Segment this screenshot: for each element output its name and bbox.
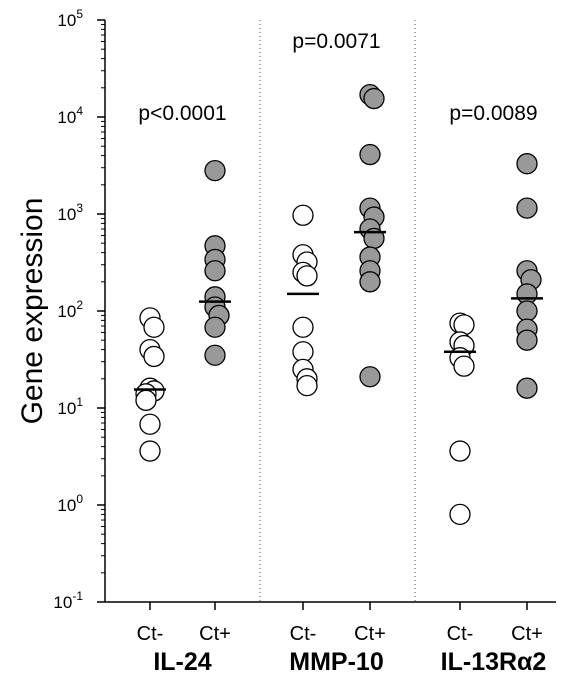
filled-data-point <box>516 300 538 322</box>
p-value-label: p=0.0071 <box>292 30 380 53</box>
y-tick-label: 103 <box>57 201 83 224</box>
gene-label: MMP-10 <box>289 648 383 676</box>
p-value-label: p=0.0089 <box>449 102 537 125</box>
labels: Gene expression p<0.0001 IL-24 Ct- Ct+ p=0.00… <box>16 30 546 676</box>
open-data-point <box>143 345 165 368</box>
filled-data-point <box>363 87 385 110</box>
y-ticks: 105 104 103 102 101 100 10-1 <box>53 7 105 612</box>
y-tick-label: 102 <box>57 298 83 321</box>
open-data-point <box>143 316 165 338</box>
gene-label: IL-24 <box>153 648 211 676</box>
category-label: Ct+ <box>354 623 386 645</box>
open-data-point <box>453 355 475 377</box>
median-lines <box>134 230 543 391</box>
open-data-point <box>139 440 161 462</box>
open-data-point <box>296 374 318 397</box>
open-data-point <box>449 503 471 526</box>
filled-data-point <box>204 316 226 338</box>
filled-data-point <box>204 159 226 182</box>
open-data-point <box>292 204 314 226</box>
y-tick-label: 10-1 <box>53 589 83 612</box>
category-label: Ct+ <box>199 623 231 645</box>
open-data-point <box>449 440 471 462</box>
category-label: Ct- <box>290 623 317 645</box>
filled-data-point <box>204 344 226 366</box>
filled-data-point <box>359 366 381 388</box>
category-label: Ct+ <box>511 623 543 645</box>
category-label: Ct- <box>137 623 164 645</box>
open-data-point <box>296 265 318 287</box>
y-tick-label: 101 <box>57 395 83 418</box>
filled-data-point <box>359 143 381 166</box>
open-data-point <box>135 389 157 411</box>
filled-data-point <box>359 271 381 293</box>
filled-data-point <box>516 377 538 399</box>
y-axis-title: Gene expression <box>16 198 49 425</box>
y-tick-label: 100 <box>57 492 83 515</box>
category-label: Ct- <box>447 623 474 645</box>
filled-data-point <box>516 197 538 219</box>
filled-data-point <box>516 329 538 351</box>
y-tick-label: 105 <box>57 7 83 30</box>
group-separators <box>259 20 416 602</box>
data-points <box>135 83 542 526</box>
p-value-label: p<0.0001 <box>138 102 226 125</box>
filled-data-point <box>516 153 538 175</box>
filled-data-point <box>204 260 226 282</box>
open-data-point <box>139 413 161 435</box>
open-data-point <box>292 316 314 338</box>
gene-label: IL-13Rα2 <box>441 648 547 676</box>
y-tick-label: 104 <box>57 104 83 127</box>
